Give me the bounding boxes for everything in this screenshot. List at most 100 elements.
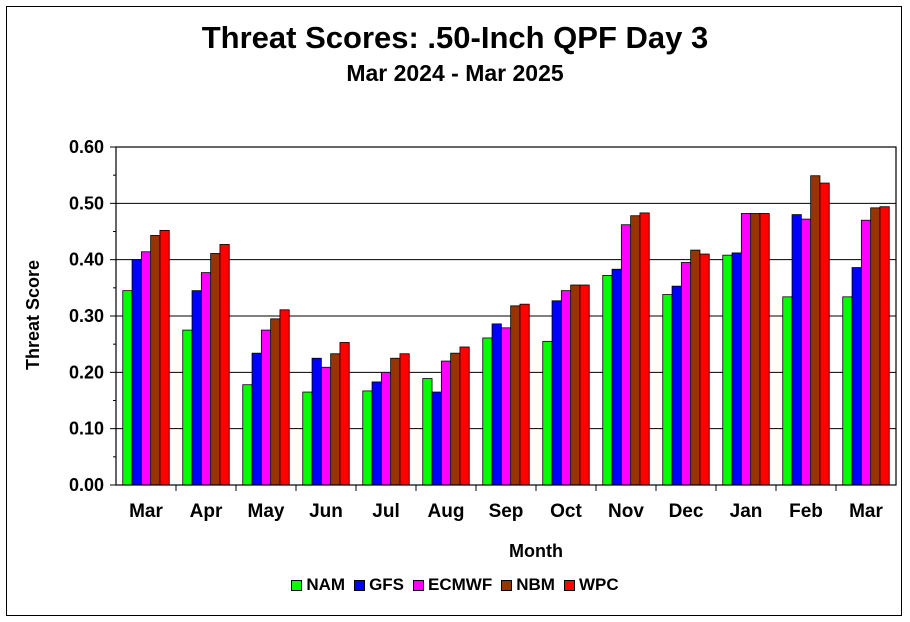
legend-swatch	[291, 579, 303, 591]
y-axis-title: Threat Score	[23, 260, 43, 370]
y-tick-label: 0.20	[69, 362, 104, 382]
bar-wpc-jul	[399, 353, 410, 486]
bar-gfs-mar	[131, 259, 142, 486]
bar-nam-jun	[302, 391, 313, 486]
y-tick-label: 0.10	[69, 419, 104, 439]
bar-gfs-oct	[551, 300, 562, 486]
bar-ecmwf-jun	[320, 366, 332, 486]
bar-gfs-apr	[191, 290, 202, 486]
bar-ecmwf-may	[260, 329, 272, 486]
legend-item-nbm: NBM	[501, 575, 555, 595]
bar-gfs-jul	[371, 381, 382, 486]
bar-nam-feb	[782, 296, 793, 486]
x-tick-label: Aug	[428, 501, 465, 522]
bar-wpc-may	[279, 309, 290, 486]
bar-nam-apr	[182, 329, 193, 486]
bar-nam-jan	[722, 254, 733, 486]
bar-nam-aug	[422, 378, 433, 486]
legend-item-nam: NAM	[291, 575, 345, 595]
x-tick-label: May	[248, 501, 285, 522]
x-tick-label: Mar	[849, 501, 883, 522]
bar-nbm-oct	[570, 284, 581, 486]
legend-swatch	[563, 579, 575, 591]
bar-wpc-jan	[759, 213, 770, 486]
bar-nbm-dec	[690, 249, 701, 486]
bar-nbm-jul	[390, 357, 401, 486]
bar-nbm-feb	[810, 175, 821, 486]
bar-wpc-feb	[819, 182, 830, 486]
y-tick-label: 0.60	[69, 137, 104, 157]
bar-ecmwf-apr	[200, 272, 212, 486]
bar-nbm-sep	[510, 305, 521, 486]
bar-nam-mar	[842, 296, 853, 486]
x-tick-label: Feb	[789, 501, 823, 522]
bar-gfs-feb	[791, 214, 802, 486]
x-axis-title: Month	[509, 541, 563, 561]
legend-swatch	[413, 579, 425, 591]
bar-ecmwf-sep	[500, 327, 512, 486]
y-tick-label: 0.40	[69, 250, 104, 270]
bar-nbm-jan	[750, 213, 761, 486]
y-tick-label: 0.50	[69, 193, 104, 213]
legend-label: NAM	[306, 575, 346, 594]
legend-item-gfs: GFS	[354, 575, 404, 595]
bar-wpc-jun	[339, 342, 350, 486]
y-tick-label: 0.30	[69, 306, 104, 326]
bar-nam-dec	[662, 294, 673, 486]
bar-wpc-apr	[219, 244, 230, 486]
legend-label: GFS	[369, 575, 405, 594]
y-tick-label: 0.00	[69, 475, 104, 495]
bar-wpc-sep	[519, 303, 530, 486]
legend-item-ecmwf: ECMWF	[413, 575, 492, 595]
legend-swatch	[501, 579, 513, 591]
bar-nam-may	[242, 384, 253, 486]
x-tick-label: Nov	[608, 501, 644, 522]
bar-nbm-jun	[330, 353, 341, 486]
bar-nam-mar	[122, 290, 133, 486]
x-tick-label: Sep	[489, 501, 524, 522]
x-tick-label: Apr	[190, 501, 223, 522]
bar-gfs-may	[251, 352, 262, 486]
bar-wpc-dec	[699, 253, 710, 486]
bar-nbm-may	[270, 318, 281, 486]
chart-subtitle: Mar 2024 - Mar 2025	[346, 60, 564, 86]
bar-ecmwf-feb	[800, 218, 812, 486]
bar-gfs-mar	[851, 267, 862, 486]
bar-ecmwf-oct	[560, 290, 572, 486]
x-tick-label: Jan	[730, 501, 763, 522]
legend-swatch	[354, 579, 366, 591]
bar-gfs-jan	[731, 252, 742, 486]
bar-wpc-mar	[879, 206, 890, 486]
legend-label: WPC	[578, 575, 619, 594]
bar-nbm-mar	[150, 235, 161, 486]
bar-ecmwf-mar	[860, 219, 872, 486]
bar-nam-nov	[602, 275, 613, 486]
x-tick-label: Oct	[550, 501, 582, 522]
legend-label: NBM	[516, 575, 555, 594]
bar-nbm-aug	[450, 352, 461, 486]
x-tick-label: Jun	[309, 501, 343, 522]
bar-wpc-oct	[579, 284, 590, 486]
x-tick-label: Mar	[129, 501, 163, 522]
bar-gfs-jun	[311, 357, 322, 486]
bar-gfs-sep	[491, 323, 502, 486]
bar-ecmwf-nov	[620, 224, 632, 486]
x-tick-label: Dec	[669, 501, 704, 522]
bar-nbm-mar	[870, 207, 881, 486]
bar-gfs-aug	[431, 391, 442, 486]
bar-ecmwf-jul	[380, 371, 392, 486]
bar-wpc-nov	[639, 212, 650, 486]
bar-nam-jul	[362, 390, 373, 486]
bar-nam-oct	[542, 340, 553, 486]
bar-nbm-nov	[630, 215, 641, 486]
bar-gfs-dec	[671, 285, 682, 486]
legend: NAM GFS ECMWF NBM WPC	[0, 575, 910, 595]
legend-item-wpc: WPC	[563, 575, 619, 595]
bar-ecmwf-dec	[680, 262, 692, 486]
bar-nbm-apr	[210, 253, 221, 486]
bar-nam-sep	[482, 337, 493, 486]
bar-ecmwf-mar	[140, 251, 152, 486]
legend-label: ECMWF	[428, 575, 493, 594]
bar-gfs-nov	[611, 268, 622, 486]
bar-ecmwf-aug	[440, 360, 452, 486]
